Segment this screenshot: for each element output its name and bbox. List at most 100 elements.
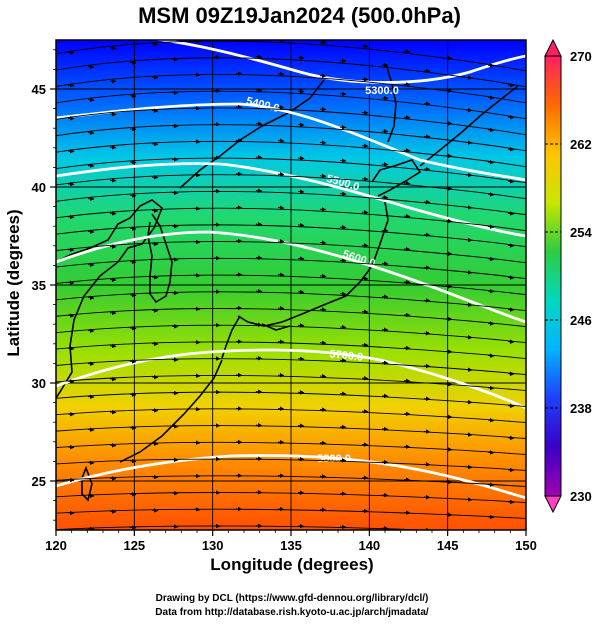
wind-arrow bbox=[235, 171, 243, 177]
wind-arrow bbox=[87, 328, 95, 334]
wind-arrow bbox=[319, 106, 327, 112]
wind-arrow bbox=[319, 307, 327, 312]
wind-arrow bbox=[213, 523, 221, 529]
wind-arrow bbox=[171, 123, 179, 129]
wind-arrow bbox=[319, 407, 327, 412]
wind-arrow bbox=[339, 125, 347, 130]
wind-arrow bbox=[213, 389, 221, 395]
wind-arrow bbox=[423, 298, 431, 303]
streamline bbox=[56, 257, 526, 280]
wind-arrow bbox=[109, 509, 117, 514]
wind-arrow bbox=[87, 130, 95, 136]
colorbar-tick-label-254: 254 bbox=[570, 225, 592, 240]
wind-arrow bbox=[213, 490, 221, 495]
wind-arrow bbox=[445, 316, 453, 322]
wind-arrow bbox=[193, 273, 201, 278]
y-tick-label-30: 30 bbox=[32, 376, 46, 391]
streamline bbox=[56, 341, 526, 359]
wind-arrow bbox=[445, 479, 453, 485]
wind-arrow bbox=[67, 214, 75, 220]
wind-arrow bbox=[361, 508, 369, 514]
streamline bbox=[56, 174, 526, 200]
wind-arrow bbox=[87, 361, 95, 367]
wind-arrow bbox=[129, 492, 137, 497]
wind-arrow bbox=[465, 172, 473, 178]
wind-arrow bbox=[235, 138, 243, 143]
streamline bbox=[56, 107, 526, 136]
wind-arrow bbox=[235, 71, 243, 76]
wind-arrow bbox=[381, 228, 389, 233]
wind-arrow bbox=[255, 423, 263, 428]
wind-arrow bbox=[507, 82, 515, 88]
wind-arrow bbox=[129, 193, 137, 198]
wind-arrow bbox=[361, 176, 369, 182]
wind-arrow bbox=[255, 221, 263, 227]
wind-arrow bbox=[507, 403, 515, 409]
y-axis-ticks: 25 30 35 40 45 bbox=[32, 49, 56, 521]
wind-arrow bbox=[507, 243, 515, 248]
credit-drawing: Drawing by DCL (https://www.gfd-dennou.o… bbox=[155, 593, 429, 604]
wind-arrow bbox=[423, 363, 431, 369]
wind-arrow bbox=[465, 432, 473, 437]
wind-arrow bbox=[109, 310, 117, 316]
streamline bbox=[56, 207, 526, 232]
wind-arrow bbox=[403, 246, 411, 252]
wind-arrow bbox=[255, 54, 263, 59]
wind-arrow bbox=[487, 256, 495, 262]
colorbar-tick-label-246: 246 bbox=[570, 313, 592, 328]
wind-arrow bbox=[109, 45, 117, 51]
wind-arrow bbox=[67, 412, 75, 417]
wind-arrow bbox=[277, 339, 285, 344]
wind-arrow bbox=[235, 339, 243, 344]
wind-arrow bbox=[277, 473, 285, 478]
wind-arrow bbox=[109, 376, 117, 382]
wind-arrow bbox=[361, 43, 369, 49]
wind-arrow bbox=[297, 456, 305, 462]
wind-arrow bbox=[277, 105, 285, 110]
wind-arrow bbox=[151, 308, 159, 313]
grid-lines bbox=[56, 40, 526, 530]
streamline bbox=[56, 425, 526, 439]
wind-arrow bbox=[403, 213, 411, 219]
wind-arrow bbox=[255, 289, 263, 294]
wind-arrow bbox=[297, 356, 305, 362]
wind-arrow bbox=[235, 473, 243, 478]
wind-arrow bbox=[87, 394, 95, 399]
streamline bbox=[56, 191, 526, 216]
wind-arrow bbox=[67, 379, 75, 384]
wind-arrow bbox=[129, 525, 137, 530]
wind-arrow bbox=[87, 427, 95, 432]
wind-arrow bbox=[255, 523, 263, 529]
wind-arrow bbox=[423, 101, 431, 106]
wind-arrow bbox=[151, 474, 159, 480]
wind-arrow bbox=[487, 224, 495, 229]
wind-arrow bbox=[507, 467, 515, 473]
wind-arrow bbox=[109, 443, 117, 448]
wind-arrow bbox=[171, 157, 179, 162]
wind-arrow bbox=[381, 129, 389, 134]
wind-arrow bbox=[129, 226, 137, 231]
wind-arrow bbox=[235, 372, 243, 378]
wind-arrow bbox=[339, 58, 347, 63]
wind-arrow bbox=[319, 340, 327, 346]
wind-arrow bbox=[87, 64, 95, 70]
wind-arrow bbox=[171, 90, 179, 95]
wind-arrow bbox=[403, 378, 411, 384]
wind-arrow bbox=[507, 179, 515, 184]
wind-arrow bbox=[487, 321, 495, 326]
x-axis-ticks: 120 125 130 135 140 145 150 bbox=[45, 530, 537, 553]
wind-arrow bbox=[297, 523, 305, 529]
wind-arrow bbox=[151, 341, 159, 347]
streamline bbox=[56, 308, 526, 328]
wind-arrow bbox=[255, 188, 263, 193]
wind-arrow bbox=[87, 460, 95, 465]
wind-arrow bbox=[277, 172, 285, 177]
y-axis-label: Latitude (degrees) bbox=[4, 209, 23, 357]
wind-arrow bbox=[465, 464, 473, 470]
wind-arrow bbox=[297, 390, 305, 395]
wind-arrow bbox=[465, 335, 473, 340]
coastline-korea bbox=[147, 213, 173, 304]
wind-arrow bbox=[319, 507, 327, 513]
wind-arrow bbox=[423, 330, 431, 336]
colorbar-top-arrow bbox=[544, 38, 562, 57]
